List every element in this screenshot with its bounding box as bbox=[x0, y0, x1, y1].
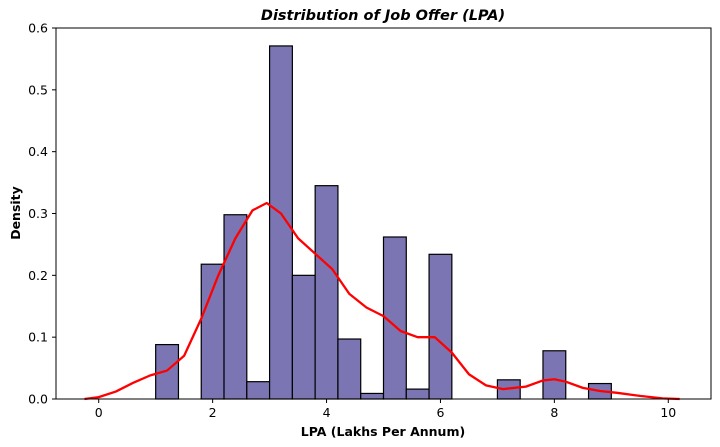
x-axis-label: LPA (Lakhs Per Annum) bbox=[301, 424, 465, 439]
y-axis-label: Density bbox=[8, 186, 23, 240]
y-axis-ticks: 0.0 0.1 0.2 0.3 0.4 0.5 0.6 bbox=[28, 21, 56, 407]
histogram-bar bbox=[360, 392, 385, 400]
x-tick-label: 0 bbox=[95, 405, 103, 420]
histogram-bar bbox=[246, 381, 271, 400]
y-tick-label: 0.3 bbox=[28, 206, 48, 221]
chart-title: Distribution of Job Offer (LPA) bbox=[261, 8, 505, 24]
histogram-bar bbox=[268, 45, 293, 400]
y-tick-label: 0.1 bbox=[28, 330, 48, 345]
kde-curve bbox=[84, 201, 680, 401]
histogram-bar bbox=[223, 214, 248, 400]
histogram-bar bbox=[200, 263, 225, 400]
histogram-bar bbox=[291, 274, 316, 400]
y-tick-label: 0.0 bbox=[28, 392, 48, 407]
y-tick-label: 0.6 bbox=[28, 21, 48, 36]
histogram-bar bbox=[337, 338, 362, 400]
histogram-bar bbox=[542, 350, 567, 400]
x-tick-label: 10 bbox=[660, 405, 676, 420]
x-tick-label: 6 bbox=[436, 405, 444, 420]
y-tick-label: 0.4 bbox=[28, 144, 48, 159]
histogram-bar bbox=[314, 185, 339, 400]
x-axis-ticks: 0 2 4 6 8 10 bbox=[95, 399, 676, 420]
y-tick-label: 0.5 bbox=[28, 82, 48, 97]
histogram-bar bbox=[405, 388, 430, 400]
x-tick-label: 4 bbox=[323, 405, 331, 420]
histogram-bar bbox=[428, 253, 453, 400]
x-tick-label: 8 bbox=[550, 405, 558, 420]
histogram-bars bbox=[155, 45, 612, 400]
y-tick-label: 0.2 bbox=[28, 268, 48, 283]
x-tick-label: 2 bbox=[209, 405, 217, 420]
